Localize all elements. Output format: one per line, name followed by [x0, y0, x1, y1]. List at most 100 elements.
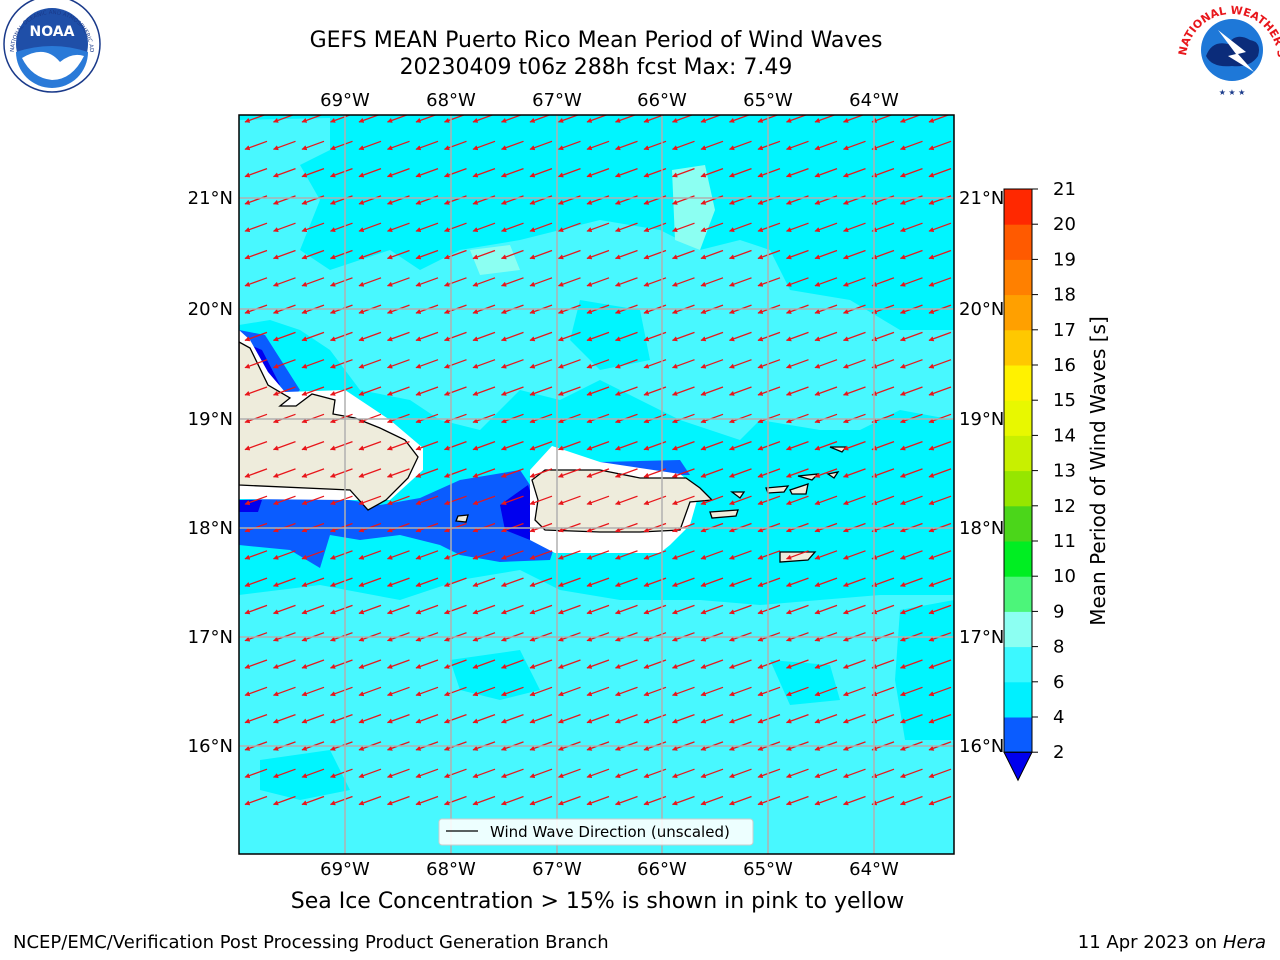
wind-wave-arrow — [586, 659, 610, 669]
wind-wave-arrow — [273, 577, 296, 587]
wind-wave-arrow — [586, 686, 610, 697]
wind-wave-arrow — [558, 468, 581, 478]
wind-wave-arrow — [843, 495, 866, 506]
wind-wave-arrow — [244, 604, 268, 615]
wind-wave-arrow — [529, 195, 553, 205]
wind-wave-arrow — [843, 167, 866, 178]
wind-wave-arrow — [330, 768, 353, 779]
wind-wave-arrow — [729, 140, 752, 151]
wind-wave-arrow — [501, 713, 524, 724]
wind-wave-arrow — [615, 440, 638, 451]
colorbar-tick-label: 6 — [1053, 672, 1064, 693]
wind-wave-arrow — [301, 331, 325, 342]
wind-wave-arrow — [273, 386, 296, 396]
wind-wave-arrow — [871, 713, 895, 724]
wind-wave-arrow — [330, 686, 353, 697]
wind-wave-arrow — [387, 249, 410, 260]
wind-wave-arrow — [871, 359, 895, 369]
wind-wave-arrow — [501, 604, 524, 615]
wind-wave-arrow — [387, 686, 410, 697]
sea-ice-note: Sea Ice Concentration > 15% is shown in … — [290, 889, 905, 914]
wind-wave-arrow — [301, 167, 325, 178]
wind-wave-arrow — [700, 550, 724, 560]
wind-wave-arrow — [273, 277, 296, 287]
wind-wave-arrow — [244, 468, 268, 478]
wind-wave-arrow — [586, 359, 610, 369]
wind-wave-arrow — [814, 659, 838, 669]
wind-wave-arrow — [273, 195, 296, 205]
wind-wave-arrow — [244, 713, 268, 724]
wind-wave-arrow — [273, 686, 296, 697]
wind-wave-arrow — [814, 140, 838, 151]
wind-wave-arrow — [244, 249, 268, 260]
wind-wave-arrow — [244, 222, 268, 233]
wind-wave-arrow — [757, 331, 781, 342]
wind-wave-arrow — [586, 577, 610, 587]
wind-wave-arrow — [814, 713, 838, 724]
wind-wave-arrow — [586, 331, 610, 342]
wind-wave-arrow — [472, 577, 496, 587]
wind-wave-arrow — [501, 167, 524, 178]
wind-wave-arrow — [558, 331, 581, 342]
wind-wave-arrow — [928, 604, 952, 615]
wind-wave-arrow — [729, 495, 752, 506]
wind-wave-arrow — [358, 577, 382, 587]
wind-wave-arrow — [558, 495, 581, 506]
wind-wave-arrow — [843, 331, 866, 342]
wind-wave-arrow — [330, 713, 353, 724]
wind-wave-arrow — [672, 359, 695, 369]
lat-label-left: 20°N — [188, 299, 233, 320]
wind-wave-arrow — [871, 195, 895, 205]
wind-wave-arrow — [444, 795, 467, 806]
wind-wave-arrow — [786, 440, 809, 451]
colorbar-extend-arrow — [1003, 751, 1033, 782]
wind-wave-arrow — [358, 604, 382, 615]
wind-wave-arrow — [244, 795, 268, 806]
wind-wave-arrow — [586, 140, 610, 151]
wind-wave-arrow — [757, 167, 781, 178]
wind-wave-arrow — [501, 277, 524, 287]
wind-wave-arrow — [871, 659, 895, 669]
wind-wave-arrow — [843, 277, 866, 287]
lon-label-bottom: 67°W — [532, 859, 582, 880]
wind-wave-arrow — [387, 359, 410, 369]
colorbar-segment — [1004, 611, 1032, 648]
wind-wave-arrow — [415, 222, 439, 233]
colorbar-segment — [1004, 259, 1032, 296]
map-legend: Wind Wave Direction (unscaled) — [438, 818, 754, 846]
wind-wave-arrow — [301, 604, 325, 615]
wind-wave-arrow — [843, 795, 866, 806]
wind-wave-arrow — [358, 495, 382, 506]
wind-wave-arrow — [615, 222, 638, 233]
wind-wave-arrow — [444, 249, 467, 260]
wind-wave-arrow — [615, 277, 638, 287]
wind-wave-arrow — [472, 140, 496, 151]
wind-wave-arrow — [444, 140, 467, 151]
wind-wave-arrow — [330, 550, 353, 560]
wind-wave-arrow — [472, 659, 496, 669]
wind-wave-arrow — [786, 195, 809, 205]
colorbar-segment — [1004, 646, 1032, 683]
wind-wave-arrow — [843, 195, 866, 205]
wind-wave-arrow — [415, 331, 439, 342]
chart-title: GEFS MEAN Puerto Rico Mean Period of Win… — [309, 28, 883, 53]
noaa-logo-icon: NOAA NATIONAL OCEANIC AND ATMOSPHERIC AD… — [0, 0, 101, 93]
wind-wave-arrow — [814, 768, 838, 779]
lon-label-bottom: 64°W — [849, 859, 899, 880]
wind-wave-arrow — [330, 795, 353, 806]
wind-wave-arrow — [358, 222, 382, 233]
wind-wave-arrow — [472, 167, 496, 178]
wind-wave-arrow — [244, 440, 268, 451]
wind-wave-arrow — [814, 249, 838, 260]
wind-wave-arrow — [757, 768, 781, 779]
colorbar-tick-label: 11 — [1053, 531, 1076, 552]
wind-wave-arrow — [558, 604, 581, 615]
wind-wave-arrow — [871, 686, 895, 697]
wind-wave-arrow — [871, 795, 895, 806]
wind-wave-arrow — [871, 167, 895, 178]
wind-wave-arrow — [358, 713, 382, 724]
wind-wave-arrow — [330, 495, 353, 506]
wind-wave-arrow — [672, 795, 695, 806]
wind-wave-arrow — [558, 686, 581, 697]
wind-wave-arrow — [558, 359, 581, 369]
